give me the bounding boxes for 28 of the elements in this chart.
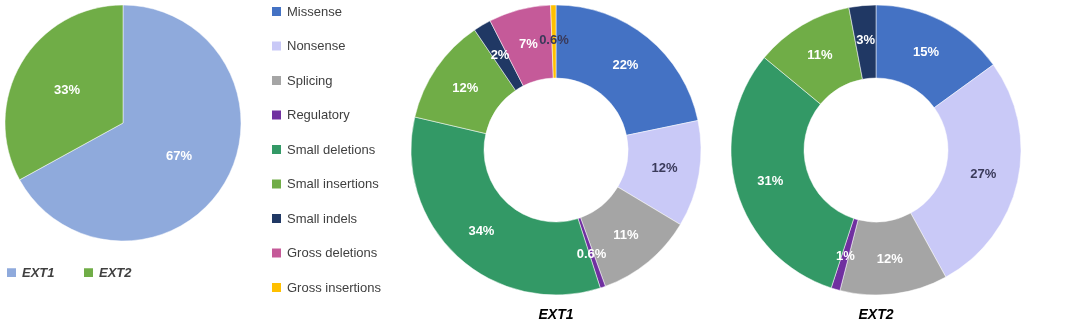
data-label: 3%	[856, 32, 876, 48]
text: EXT1	[538, 306, 574, 322]
data-label: 11%	[613, 226, 640, 242]
data-label: 22%	[612, 56, 639, 72]
data-label: 0.6%	[539, 32, 570, 48]
legend-label: EXT1	[22, 264, 55, 280]
legend-label: Missense	[287, 3, 342, 19]
data-label: 12%	[452, 79, 479, 95]
legend-label: Small deletions	[287, 141, 376, 157]
data-label: 33%	[54, 81, 81, 97]
data-label: 7%	[518, 35, 539, 51]
legend-label: Small insertions	[287, 176, 380, 191]
legend-label: Gross deletions	[287, 245, 378, 260]
legend-label: Small indels	[287, 210, 358, 226]
legend-label: EXT2	[99, 264, 133, 280]
data-label: 31%	[757, 172, 784, 188]
data-label: 15%	[912, 43, 940, 59]
data-label: 67%	[165, 148, 193, 164]
legend-label: Gross insertions	[287, 279, 382, 295]
text: EXT2	[858, 306, 894, 322]
data-label: 34%	[468, 222, 495, 238]
data-label: 12%	[876, 251, 904, 267]
legend-label: Splicing	[287, 72, 333, 88]
legend-label: Regulatory	[287, 107, 351, 122]
data-label: 27%	[970, 166, 997, 181]
legend-label: Nonsense	[287, 38, 346, 53]
data-label: 12%	[651, 160, 678, 176]
data-label: 11%	[807, 47, 834, 63]
